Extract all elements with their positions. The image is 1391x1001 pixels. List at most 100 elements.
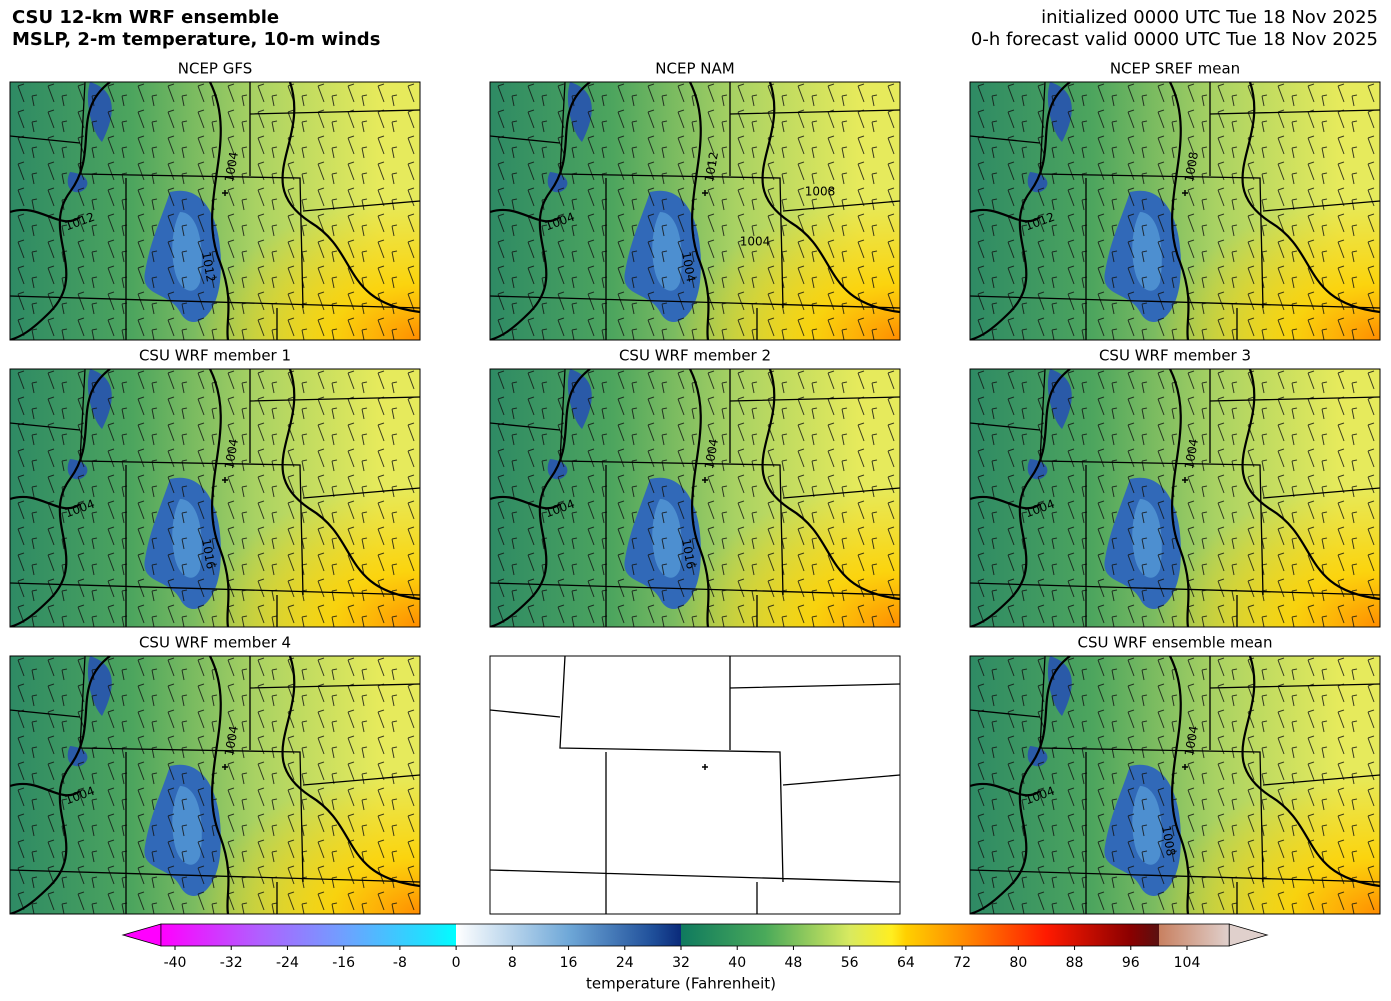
colorbar-tick-label: 16	[560, 955, 578, 971]
map-frame	[969, 655, 1381, 915]
pressure-contour	[209, 656, 230, 914]
map-panel	[489, 655, 901, 915]
colorbar-tick-label: -8	[393, 955, 407, 971]
pressure-contour	[10, 783, 81, 797]
pressure-contour	[490, 82, 591, 340]
contour-label: 1004	[1182, 438, 1201, 471]
pressure-contour	[761, 82, 900, 314]
station-marker	[702, 764, 708, 770]
wind-barbs	[490, 82, 900, 340]
state-borders	[970, 656, 1380, 914]
map-frame	[9, 81, 421, 341]
contour-label: 1008	[1159, 825, 1178, 858]
map-frame	[9, 655, 421, 915]
pressure-contour	[970, 82, 1071, 340]
station-marker	[222, 190, 228, 196]
pressure-contour	[281, 369, 420, 601]
pressure-contour	[10, 209, 81, 223]
contour-label: 1008	[805, 185, 836, 199]
station-marker	[222, 477, 228, 483]
pressure-contour	[490, 369, 591, 627]
panel-title: CSU WRF member 3	[1099, 347, 1251, 365]
state-borders	[970, 82, 1380, 340]
colorbar-tick-label: -32	[220, 955, 243, 971]
contour-label: 1004	[222, 725, 241, 758]
contour-label: 1008	[1182, 151, 1201, 184]
map-body	[490, 369, 900, 627]
contour-label: 1004	[679, 251, 698, 284]
pressure-contour	[970, 369, 1071, 627]
colorbar-tick-label: 56	[841, 955, 859, 971]
pressure-contour	[970, 656, 1071, 914]
contour-label: 1016	[679, 538, 698, 571]
map-body	[970, 369, 1380, 627]
map-frame	[969, 81, 1381, 341]
colorbar-tick-label: 24	[616, 955, 634, 971]
pressure-contour	[1169, 82, 1190, 340]
contour-label: 1016	[199, 538, 218, 571]
panel-title: NCEP GFS	[178, 60, 253, 78]
colorbar-label: temperature (Fahrenheit)	[586, 975, 776, 993]
map-body	[10, 369, 420, 627]
panel-title: NCEP SREF mean	[1110, 60, 1240, 78]
panel-title: CSU WRF member 4	[139, 634, 291, 652]
colorbar-tick-label: 32	[672, 955, 690, 971]
colorbar-tick-label: 64	[897, 955, 915, 971]
colorbar-tick-label: 104	[1174, 955, 1201, 971]
contour-label: 1004	[702, 438, 721, 471]
pressure-contour	[490, 209, 561, 223]
panel-title: CSU WRF member 2	[619, 347, 771, 365]
state-borders	[10, 369, 420, 627]
state-borders	[970, 369, 1380, 627]
state-borders	[490, 656, 900, 914]
station-marker	[1182, 190, 1188, 196]
pressure-contour	[970, 209, 1041, 223]
colorbar-extend-low	[121, 923, 162, 947]
colorbar-tick-label: 88	[1066, 955, 1084, 971]
colorbar-tick-label: 80	[1009, 955, 1027, 971]
map-frame	[489, 655, 901, 915]
wind-barbs	[10, 656, 420, 914]
pressure-contour	[1169, 369, 1190, 627]
map-frame	[9, 368, 421, 628]
pressure-contour	[490, 496, 561, 510]
map-background	[490, 656, 900, 914]
title-line: MSLP, 2-m temperature, 10-m winds	[12, 29, 380, 50]
map-body	[10, 82, 420, 340]
contour-label: 1004	[222, 438, 241, 471]
station-marker	[1182, 764, 1188, 770]
colorbar: -40 -32 -24 -16 -8 0 8 16 24 32 40 48 56 64 72 80 88 96 10…	[121, 923, 1269, 993]
contour-label: 1004	[222, 151, 241, 184]
pressure-contour	[1241, 656, 1380, 888]
state-borders	[10, 82, 420, 340]
colorbar-tick-label: 0	[452, 955, 461, 971]
pressure-contour	[970, 783, 1041, 797]
station-marker	[222, 764, 228, 770]
map-body	[10, 656, 420, 914]
pressure-contour	[10, 496, 81, 510]
colorbar-tick-label: 8	[508, 955, 517, 971]
map-body	[490, 82, 900, 340]
panel-title: CSU WRF member 1	[139, 347, 291, 365]
colorbar-tick-label: 72	[953, 955, 971, 971]
colorbar-tick-label: -40	[164, 955, 187, 971]
colorbar-extend-high	[1228, 923, 1269, 947]
colorbar-tick-label: -16	[332, 955, 355, 971]
colorbar-tick-label: -24	[276, 955, 299, 971]
state-borders	[490, 369, 900, 627]
wind-barbs	[10, 82, 420, 340]
station-marker	[702, 190, 708, 196]
map-body	[970, 656, 1380, 914]
pressure-contour	[281, 656, 420, 888]
contour-label: 1004	[1182, 725, 1201, 758]
contour-label: 1004	[740, 235, 771, 249]
pressure-contour	[970, 496, 1041, 510]
pressure-contour	[10, 82, 111, 340]
